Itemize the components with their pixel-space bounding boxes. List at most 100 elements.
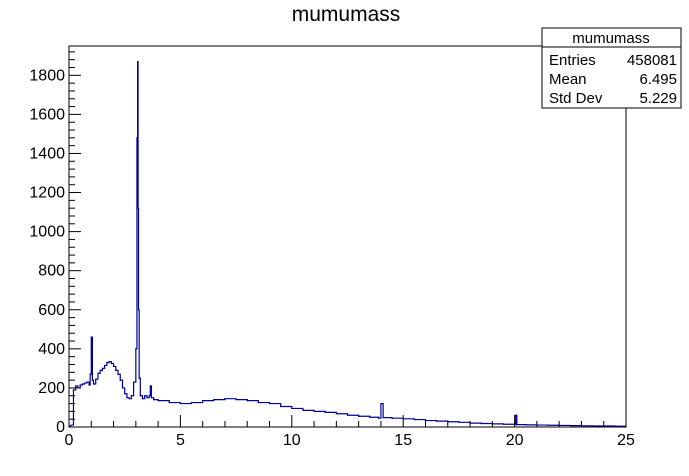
histogram-bin-point [480, 422, 482, 425]
histogram-bin-point [130, 395, 132, 397]
y-tick-label: 400 [38, 341, 65, 358]
histogram-bin-point [139, 395, 141, 397]
histogram-bin-point [144, 395, 146, 397]
histogram-bin-point [280, 405, 282, 408]
histogram-bin-point [104, 364, 106, 367]
histogram-bin-point [117, 373, 119, 375]
histogram-bin-point [149, 385, 151, 387]
histogram-bin-point [70, 424, 72, 426]
x-tick-label: 5 [176, 432, 185, 449]
histogram-bin-point [324, 411, 326, 413]
y-tick-label: 0 [56, 419, 65, 436]
y-tick-label: 200 [38, 380, 65, 397]
x-tick-label: 20 [506, 432, 524, 449]
histogram-bin-point [138, 377, 140, 379]
histogram-bin-point [97, 372, 99, 374]
histogram-bin-point [106, 361, 108, 364]
stats-stddev-label: Std Dev [549, 90, 603, 107]
histogram-bin-point [126, 397, 128, 399]
histogram-bin-point [515, 414, 517, 416]
histogram-bin-point [110, 362, 112, 365]
x-tick-label: 10 [283, 432, 301, 449]
histogram-bin-point [257, 401, 259, 404]
x-tick-label: 0 [65, 432, 74, 449]
histogram-bin-point [148, 395, 150, 397]
histogram-bin-point [86, 381, 88, 383]
histogram-bin-point [569, 425, 571, 427]
histogram-bin-point [168, 401, 170, 404]
stats-mean-label: Mean [549, 71, 587, 88]
histogram-bin-point [190, 401, 193, 404]
histogram-bin-point [224, 398, 226, 400]
y-tick-label: 800 [38, 263, 65, 280]
histogram-bin-point [137, 309, 140, 311]
plot-area [68, 61, 627, 428]
y-tick-label: 1200 [29, 185, 65, 202]
histogram-bin-point [150, 397, 153, 399]
histogram-bin-point [391, 417, 393, 419]
histogram-bin-point [89, 373, 91, 375]
histogram-bin-point [369, 416, 371, 418]
histogram-bin-point [179, 402, 181, 405]
histogram-bin-point [268, 402, 271, 405]
histogram-bin-point [101, 367, 104, 369]
histogram-bin-point [380, 402, 382, 405]
histogram-bin-point [95, 378, 97, 380]
histogram-bin-point [88, 384, 90, 386]
stats-box-title: mumumass [572, 30, 650, 47]
histogram-bin-point [335, 413, 337, 415]
histogram-bin-point [83, 382, 86, 384]
histogram-bin-point [115, 369, 117, 371]
histogram-bin-point [91, 379, 93, 381]
histogram-bin-point [136, 137, 138, 139]
histogram-bin-point [378, 417, 380, 419]
histogram-bin-point [213, 399, 215, 401]
histogram-bin-point [119, 379, 121, 381]
histogram-bin-point [436, 420, 438, 422]
y-tick-label: 1800 [29, 67, 65, 84]
histogram-bin-point [133, 381, 135, 383]
histogram-bin-point [135, 348, 137, 350]
histogram-bin-point [112, 365, 115, 368]
stats-stddev-value: 5.229 [639, 90, 677, 107]
y-tick-label: 600 [38, 302, 65, 319]
stats-entries-value: 458081 [627, 52, 677, 69]
histogram-series-line [68, 61, 626, 428]
histogram-bin-point [424, 419, 427, 422]
stats-box-frame [541, 27, 682, 109]
y-tick-label: 1600 [29, 106, 65, 123]
histogram-bin-point [146, 397, 148, 399]
histogram-bin-point [313, 410, 315, 412]
y-tick-label: 1400 [29, 145, 65, 162]
histogram-bin-point [346, 414, 349, 416]
histogram-bin-point [108, 360, 110, 363]
histogram-bin-point [137, 61, 139, 63]
histogram-bin-point [92, 383, 95, 385]
histogram-bin-point [358, 415, 360, 417]
histogram-bin-point [458, 421, 460, 423]
plot-frame [68, 45, 627, 428]
axes: 0 5 10 15 20 25 0 200 400 600 800 1000 1200 1400 1600 1… [29, 45, 635, 449]
histogram-bin-point [291, 407, 293, 410]
histogram-bin-point [516, 424, 518, 426]
stats-entries-label: Entries [549, 52, 596, 69]
histogram-bin-point [413, 418, 415, 421]
histogram-bin-point [547, 424, 549, 426]
histogram-bin-point [137, 207, 139, 209]
histogram-bin-point [235, 399, 237, 401]
x-tick-label: 15 [394, 432, 412, 449]
histogram-bin-point [124, 393, 126, 395]
histogram-bin-point [525, 424, 527, 426]
histogram-bin-point [81, 383, 83, 385]
stats-box: mumumass Entries 458081 Mean 6.495 Std D… [541, 27, 682, 109]
histogram-bin-point [202, 400, 204, 402]
chart-title: mumumass [292, 3, 401, 26]
histogram-bin-point [246, 400, 248, 402]
x-tick-label: 25 [617, 432, 635, 449]
histogram-bin-point [157, 400, 159, 402]
histogram-bin-point [90, 336, 92, 338]
histogram-bin-point [99, 369, 101, 371]
histogram-bin-point [121, 387, 124, 389]
histogram-bin-point [141, 398, 144, 400]
